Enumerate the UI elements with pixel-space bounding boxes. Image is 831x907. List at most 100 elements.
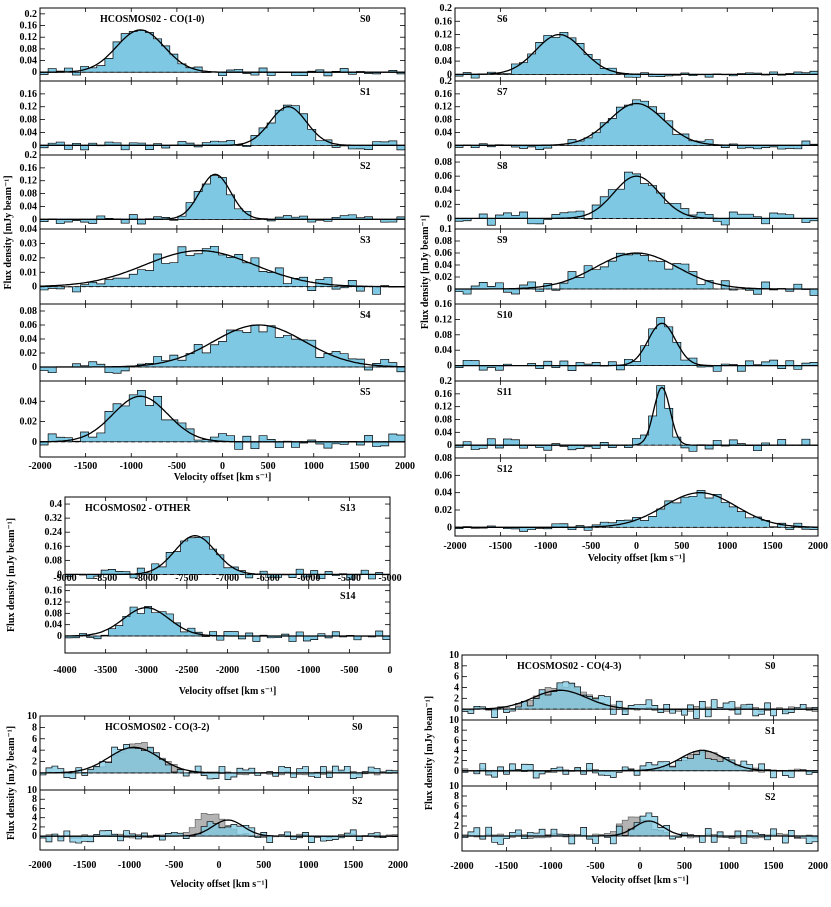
y-tick-label: 0.04 [20,334,38,345]
y-tick-label: 0.08 [20,189,38,200]
y-tick-label: 0.08 [20,306,38,317]
panel-group-co10-right: 00.040.080.120.160.2S600.040.080.120.160… [420,3,828,564]
y-tick-label: 0.04 [20,56,38,67]
group-title-co32: HCOSMOS02 - CO(3-2) [105,722,209,733]
y-tick-label: 0.02 [20,253,38,264]
y-tick-label: 0.04 [20,224,38,235]
x-tick-label: -500 [582,541,600,552]
x-tick-label: -500 [586,861,604,872]
panel-label-co10-right-s6: S6 [497,14,508,25]
y-tick-label: 0.04 [435,260,453,271]
x-tick-label: 1000 [304,461,324,472]
fit-curve-co43-s1 [462,749,818,772]
y-tick-label: 0 [447,140,452,151]
x-tick-label: -2000 [450,861,473,872]
y-tick-label: 0.04 [435,185,453,196]
panel-co10-left-s3: 0 0.01 0.02 0.03 0.04 S3 [20,224,406,305]
x-tick-label: -6500 [256,573,279,584]
panel-co10-left-s5: 0 0.02 0.04 S5 -2000 -1500 -1000 -500 0 500 1000 15… [20,380,415,472]
x-tick-label: -1500 [495,861,518,872]
x-tick-label: 1000 [717,541,737,552]
y-tick-label: 0.2 [25,150,38,161]
x-tick-label: -2000 [216,665,239,676]
x-tick-label: -6000 [297,573,320,584]
x-tick-label: 2000 [395,461,415,472]
x-tick-label: -1000 [534,541,557,552]
y-tick-label: 2 [454,821,459,832]
panel-label-co10-left-s5: S5 [360,387,371,398]
y-tick-label: 10 [27,711,37,722]
y-tick-label: 4 [454,811,459,822]
y-tick-label: 0.16 [435,299,453,310]
fit-curve-co10-left-s5 [40,395,405,443]
x-tick-label: -500 [340,665,358,676]
spectrum-co10-left-s4 [39,324,406,374]
y-tick-label: 8 [454,725,459,736]
panel-label-co10-right-s10: S10 [497,310,513,321]
panel-label-co10-left-s3: S3 [360,235,371,246]
x-tick-label: 0 [638,861,643,872]
x-tick-label: 1500 [763,541,783,552]
x-tick-label: -1000 [297,665,320,676]
y-tick-label: 0 [32,282,37,293]
panel-co10-left-s4: 0 0.02 0.04 0.06 0.08 S4 [20,303,406,382]
x-tick-label: 500 [674,541,689,552]
y-tick-label: 0.04 [435,56,453,67]
y-tick-label: 6 [454,801,459,812]
y-tick-label: 0.16 [20,89,38,100]
y-tick-label: 0.24 [45,527,63,538]
panel-label-co10-right-s12: S12 [497,464,513,475]
y-tick-label: 0 [454,704,459,715]
spectrum-co10-right-s10 [454,317,819,372]
y-axis-label-co10-right: Flux density [mJy beam⁻¹] [420,215,431,329]
x-tick-label: 500 [261,461,276,472]
y-tick-label: 0.02 [435,272,453,283]
y-tick-label: 10 [449,650,459,661]
panel-co10-right-s6: 0 0.04 0.08 0.12 0.16 0.2 S6 [435,3,819,82]
y-tick-label: 4 [454,683,459,694]
spectrum-co43-s1 [461,749,819,779]
y-tick-label: 0 [57,631,62,642]
x-axis-label-co10-left: Velocity offset [km s⁻¹] [174,472,272,483]
x-tick-label: 1000 [719,861,739,872]
y-tick-label: 0.08 [435,157,453,168]
y-tick-label: 2 [32,757,37,768]
x-axis-label-co10-right: Velocity offset [km s⁻¹] [588,553,686,564]
panel-label-co10-right-s7: S7 [497,87,508,98]
y-tick-label: 0.2 [440,76,453,87]
y-tick-label: 0.16 [45,586,63,597]
spectrum-co10-right-s8 [454,171,819,226]
x-tick-label: -1500 [74,461,97,472]
x-tick-label: -3000 [135,665,158,676]
y-tick-label: 0.12 [435,102,453,113]
y-tick-label: 0.06 [435,171,453,182]
y-tick-label: 0.04 [20,127,38,138]
y-tick-label: 0.04 [20,396,38,407]
fit-curve-co10-right-s12 [455,492,819,528]
spectrum-co43-s2 [461,812,819,845]
spectrum-co10-left-s5 [39,389,406,450]
x-tick-label: -5000 [378,573,401,584]
y-tick-label: 0 [447,440,452,451]
x-tick-label: 2000 [808,861,828,872]
x-tick-label: -2000 [28,860,51,871]
y-tick-label: 0.08 [435,115,453,126]
y-tick-label: 0.04 [20,201,38,212]
y-tick-label: 8 [454,661,459,672]
panel-label-co10-left-s2: S2 [360,161,371,172]
y-tick-label: 6 [454,735,459,746]
panel-group-other: 0 0.08 0.16 0.24 0.32 0.4 S13 -9000 -8500 -8000 -7… [6,496,402,697]
x-tick-label: -1500 [489,541,512,552]
y-tick-label: 0 [32,214,37,225]
y-tick-label: 2 [32,822,37,833]
x-tick-label: -4000 [53,665,76,676]
y-tick-label: 0.12 [435,30,453,41]
y-tick-label: 2 [454,756,459,767]
y-tick-label: 8 [32,794,37,805]
x-axis-label-other: Velocity offset [km s⁻¹] [179,686,277,697]
x-tick-label: -500 [165,860,183,871]
panel-co10-left-s0: 00.040.080.120.160.2 S0 [20,7,406,82]
